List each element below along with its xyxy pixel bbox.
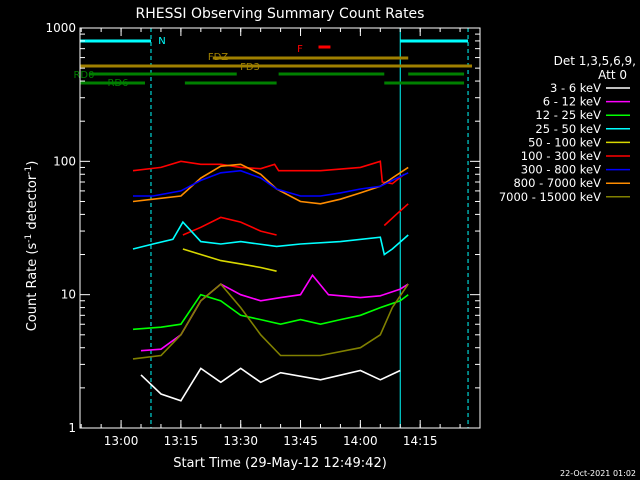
series-line-3 [182,216,277,236]
x-tick-label-2: 13:30 [223,434,258,448]
legend-label-0: 3 - 6 keV [550,81,601,95]
y-tick-label-1: 10 [61,288,76,302]
legend-label-8: 7000 - 15000 keV [499,190,601,204]
x-axis-label: Start Time (29-May-12 12:49:42) [173,456,387,471]
y-axis-label-rest: detector [25,174,40,234]
x-tick-label-0: 13:00 [104,434,139,448]
series-line-9 [132,282,409,360]
flag-fd3-label: FD3 [240,62,260,73]
footer-date: 22-Oct-2021 01:02 [560,469,636,478]
x-tick-label-4: 14:00 [343,434,378,448]
legend-label-6: 300 - 800 keV [521,163,601,177]
legend-label-1: 6 - 12 keV [543,95,601,109]
series-line-4 [383,203,409,227]
legend-label-7: 800 - 7000 keV [513,176,601,190]
flag-n-label: N [158,36,165,47]
legend-header-line-1: Det 1,3,5,6,9, [554,54,636,68]
series-line-8 [132,293,409,331]
y-axis-label-sup2: -1 [24,166,34,175]
y-axis-label-main: Count Rate (s [25,243,40,332]
legend-label-4: 50 - 100 keV [528,135,601,149]
y-tick-label-0: 1 [68,421,76,435]
chart-title: RHESSI Observing Summary Count Rates [136,6,425,22]
x-tick-label-1: 13:15 [164,434,199,448]
legend-header-line-2: Att 0 [598,68,627,82]
series-line-2 [133,169,409,197]
flag-rd0-label: RD0 [73,70,94,81]
series-line-10 [140,367,401,402]
x-tick-label-3: 13:45 [283,434,318,448]
legend-label-2: 12 - 25 keV [535,108,601,122]
series-line-5 [132,220,409,256]
y-tick-label-2: 100 [53,154,76,168]
y-axis-label: Count Rate (s-1 detector-1) [24,161,40,332]
y-tick-label-3: 1000 [45,21,76,35]
y-axis-label-sup: -1 [24,234,34,243]
x-tick-label-5: 14:15 [403,434,438,448]
flag-rd6-label: RD6 [107,78,128,89]
legend-label-3: 25 - 50 keV [535,122,601,136]
y-axis-label-close: ) [25,161,40,166]
flag-f-label: F [297,44,303,55]
plot-frame [79,27,481,429]
flag-fdz-label: FDZ [208,52,228,63]
plot-area: N F FDZ FD3 RD0 RD6 1 10 100 1000 13:00 13:15 13:30 1… [45,21,481,448]
series-line-6 [182,248,277,272]
legend-label-5: 100 - 300 keV [521,149,601,163]
series-line-0 [132,160,405,185]
